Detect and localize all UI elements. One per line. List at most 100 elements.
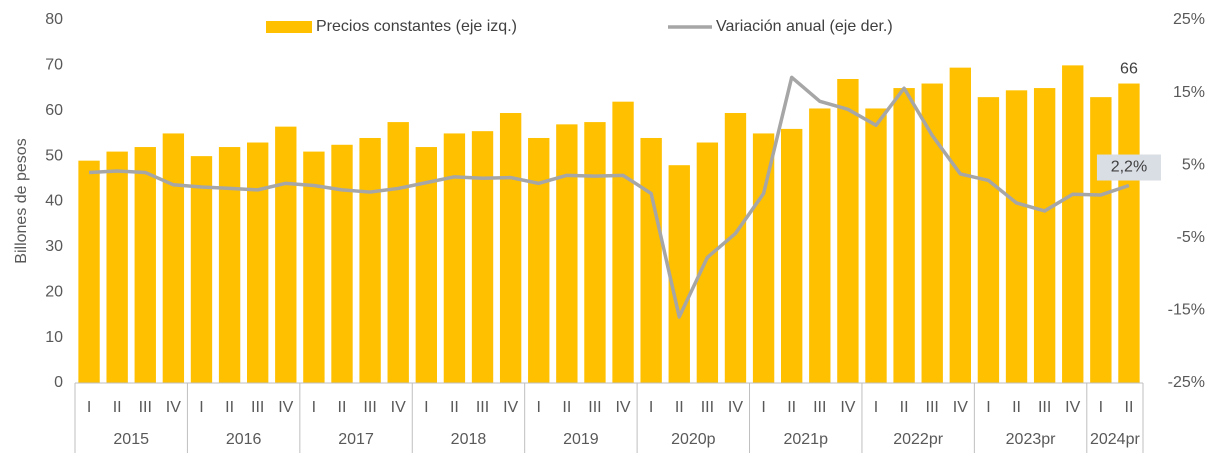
bar [499, 113, 522, 384]
x-tick-label: I [312, 399, 316, 416]
bar [415, 147, 437, 383]
y-tick-label: 40 [45, 193, 63, 210]
bar [668, 165, 690, 383]
x-tick-label: II [787, 399, 796, 416]
x-tick-label: IV [391, 399, 406, 416]
bar [134, 147, 156, 383]
bar [724, 113, 747, 384]
x-tick-label: I [199, 399, 203, 416]
y-tick-label: 60 [45, 102, 63, 119]
y2-tick-label: -15% [1168, 302, 1205, 319]
legend-swatch [266, 21, 312, 33]
x-tick-label: I [537, 399, 541, 416]
x-group-label: 2024pr [1090, 431, 1140, 448]
y-axis-label: Billones de pesos [13, 138, 30, 263]
legend-label: Variación anual (eje der.) [716, 18, 893, 35]
x-group-label: 2021p [783, 431, 828, 448]
bar [556, 124, 578, 384]
x-tick-label: II [450, 399, 459, 416]
line-value-label: 2,2% [1111, 159, 1147, 176]
x-tick-label: IV [503, 399, 518, 416]
bar [752, 133, 775, 383]
bar [696, 142, 719, 383]
bar [893, 88, 915, 383]
bar [1033, 88, 1056, 383]
bar [359, 137, 381, 383]
x-tick-label: II [1012, 399, 1021, 416]
bar [921, 83, 943, 384]
x-tick-label: IV [166, 399, 181, 416]
x-tick-label: III [926, 399, 939, 416]
y-tick-label: 10 [45, 329, 63, 346]
x-tick-label: III [588, 399, 601, 416]
x-tick-label: IV [278, 399, 293, 416]
bar [640, 137, 662, 383]
x-tick-label: IV [840, 399, 855, 416]
x-tick-label: III [1038, 399, 1051, 416]
x-tick-label: III [139, 399, 152, 416]
bar [781, 128, 803, 383]
x-group-label: 2016 [226, 431, 262, 448]
bar [275, 126, 297, 383]
x-tick-label: IV [953, 399, 968, 416]
bar [809, 108, 831, 383]
bar [471, 131, 494, 383]
x-tick-label: II [225, 399, 234, 416]
x-tick-label: I [874, 399, 878, 416]
x-group-label: 2018 [451, 431, 487, 448]
x-tick-label: I [424, 399, 428, 416]
x-tick-label: III [701, 399, 714, 416]
bar-value-label: 66 [1120, 61, 1138, 78]
y-tick-label: 30 [45, 238, 63, 255]
y2-tick-label: 15% [1173, 84, 1205, 101]
x-tick-label: III [251, 399, 264, 416]
y-tick-label: 50 [45, 147, 63, 164]
x-tick-label: III [363, 399, 376, 416]
x-tick-label: I [649, 399, 653, 416]
bar [303, 151, 325, 383]
x-tick-label: IV [728, 399, 743, 416]
x-tick-label: II [900, 399, 909, 416]
bar [1062, 65, 1084, 383]
x-tick-label: III [813, 399, 826, 416]
y2-tick-label: -5% [1177, 229, 1205, 246]
x-tick-label: I [87, 399, 91, 416]
bar [218, 147, 241, 383]
x-tick-label: II [562, 399, 571, 416]
bar [977, 97, 1000, 383]
x-group-label: 2017 [338, 431, 374, 448]
legend-label: Precios constantes (eje izq.) [316, 18, 517, 35]
bar [584, 122, 606, 383]
x-group-label: 2022pr [893, 431, 943, 448]
y2-tick-label: 5% [1182, 156, 1205, 173]
y-tick-label: 80 [45, 11, 63, 28]
y2-tick-label: 25% [1173, 11, 1205, 28]
y-tick-label: 0 [54, 374, 63, 391]
bar [387, 122, 409, 383]
x-group-label: 2019 [563, 431, 599, 448]
bar [837, 78, 859, 384]
x-tick-label: II [113, 399, 122, 416]
bar [78, 160, 100, 383]
bar [949, 67, 971, 384]
bar [528, 137, 550, 383]
line-label-box [1096, 154, 1161, 181]
bar [865, 108, 887, 383]
bar [162, 133, 185, 383]
x-tick-label: III [476, 399, 489, 416]
x-tick-label: II [675, 399, 684, 416]
bar [190, 156, 213, 383]
x-tick-label: IV [1065, 399, 1080, 416]
bar [1005, 90, 1028, 384]
bar [247, 142, 269, 383]
x-tick-label: I [986, 399, 990, 416]
bar [1090, 97, 1112, 383]
bar [1118, 83, 1140, 384]
x-tick-label: I [761, 399, 765, 416]
x-tick-label: IV [615, 399, 630, 416]
x-tick-label: II [338, 399, 347, 416]
bar [443, 133, 466, 383]
x-group-label: 2020p [671, 431, 716, 448]
x-tick-label: I [1099, 399, 1103, 416]
